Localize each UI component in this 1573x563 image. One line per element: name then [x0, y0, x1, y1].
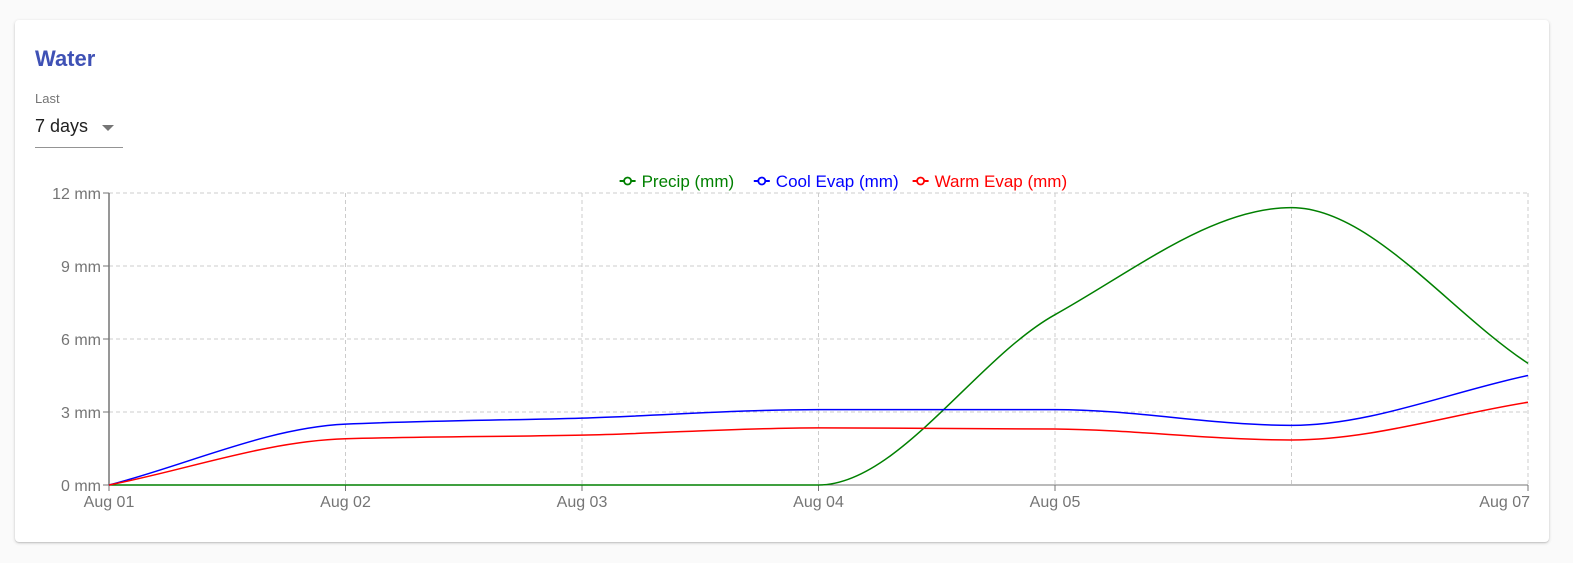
- chevron-down-icon: [102, 125, 114, 131]
- water-chart: 0 mm 3 mm 6 mm 9 mm 12 mm Aug 01 Aug 02 Aug 03 A…: [52, 172, 1530, 511]
- series-line-1: [108, 374, 1529, 486]
- legend-marker-dot: [623, 176, 632, 186]
- x-tick-label: Aug 03: [557, 494, 608, 511]
- y-tick-label: 12 mm: [52, 186, 101, 203]
- x-tick-label: Aug 05: [1030, 494, 1081, 511]
- series-line-0: [109, 206, 1529, 486]
- y-tick-label: 3 mm: [61, 405, 101, 422]
- water-card: Water Last 7 days 0 mm 3 mm 6 mm 9 mm 12 mm A…: [15, 20, 1549, 542]
- card-title: Water: [35, 46, 96, 71]
- range-label: Last: [35, 91, 60, 106]
- y-tick-label: 9 mm: [61, 259, 101, 276]
- x-tick-label: Aug 07: [1479, 494, 1530, 511]
- y-tick-label: 6 mm: [61, 332, 101, 349]
- range-select[interactable]: 7 days: [35, 112, 123, 148]
- x-tick-label: Aug 01: [84, 494, 135, 511]
- legend-marker-dot: [757, 176, 767, 186]
- y-tick-label: 0 mm: [61, 478, 101, 495]
- legend-marker-dot: [916, 176, 925, 186]
- legend-label: Cool Evap (mm): [776, 172, 899, 191]
- legend-label: Precip (mm): [642, 172, 735, 191]
- x-tick-label: Aug 02: [320, 494, 371, 511]
- series-line-2: [108, 401, 1529, 486]
- x-tick-label: Aug 04: [793, 494, 844, 511]
- legend-label: Warm Evap (mm): [935, 172, 1068, 191]
- range-select-value: 7 days: [35, 116, 89, 136]
